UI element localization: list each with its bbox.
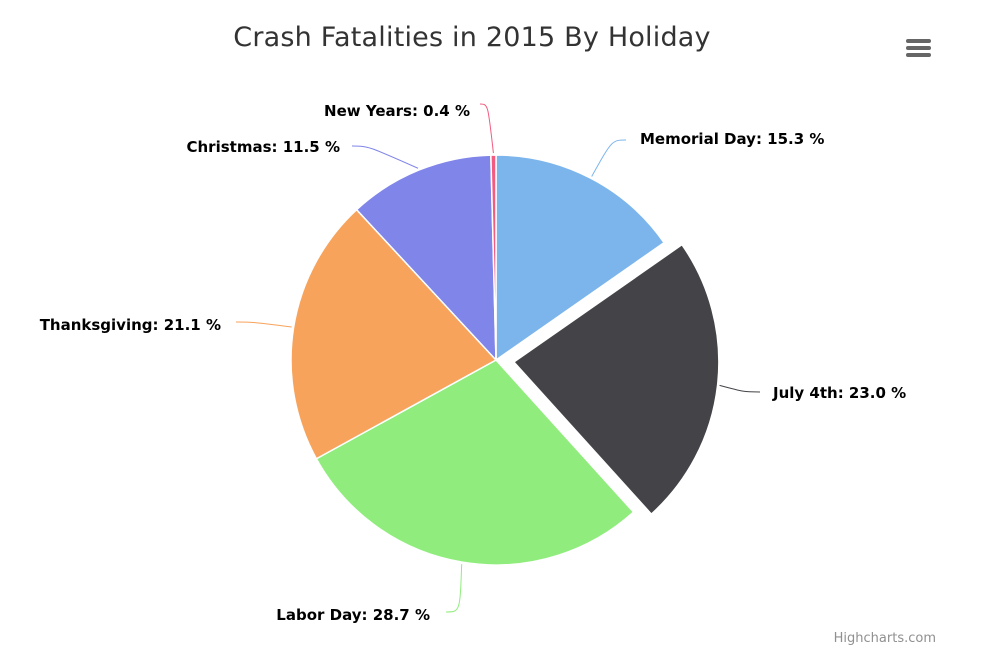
pie-slice-thanksgiving[interactable] xyxy=(290,208,497,460)
pie-slice-christmas[interactable] xyxy=(355,154,497,361)
credits-link[interactable]: Highcharts.com xyxy=(833,631,936,646)
pie-slice-new-years[interactable] xyxy=(490,154,497,361)
connector-labor-day xyxy=(445,564,463,613)
connector-thanksgiving xyxy=(235,321,292,328)
data-label-july-4th: July 4th: 23.0 % xyxy=(772,384,906,402)
connector-july-4th xyxy=(719,384,761,393)
hamburger-menu-icon-bar-top xyxy=(906,39,931,43)
pie-slice-july-4th[interactable] xyxy=(513,243,720,515)
hamburger-menu-icon-bar-bottom xyxy=(906,53,931,57)
connector-memorial-day xyxy=(591,139,627,177)
connector-christmas xyxy=(351,145,419,169)
connector-new-years xyxy=(479,103,494,154)
chart-title: Crash Fatalities in 2015 By Holiday xyxy=(233,22,711,53)
data-label-memorial-day: Memorial Day: 15.3 % xyxy=(640,130,824,148)
pie-slices xyxy=(290,154,720,566)
pie-slice-labor-day[interactable] xyxy=(315,359,635,566)
pie-slice-memorial-day[interactable] xyxy=(495,154,665,361)
context-menu-button[interactable] xyxy=(896,30,938,66)
hamburger-menu-icon-bar-middle xyxy=(906,46,931,50)
data-label-christmas: Christmas: 11.5 % xyxy=(187,138,341,156)
data-label-new-years: New Years: 0.4 % xyxy=(324,102,470,120)
data-labels: Memorial Day: 15.3 % July 4th: 23.0 % Labo… xyxy=(40,102,906,624)
data-label-labor-day: Labor Day: 28.7 % xyxy=(276,606,430,624)
label-connectors xyxy=(235,103,761,613)
data-label-thanksgiving: Thanksgiving: 21.1 % xyxy=(40,316,221,334)
